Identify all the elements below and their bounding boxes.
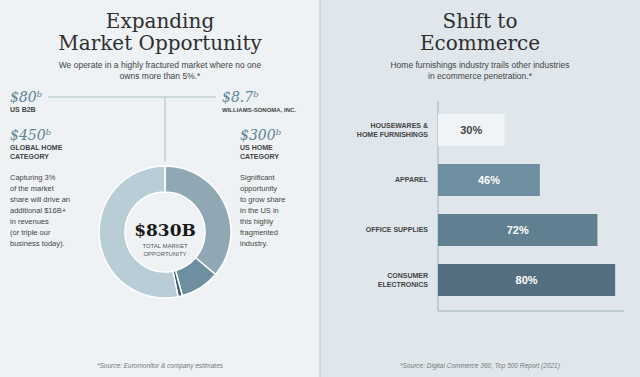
- chart-title-line: Expanding: [106, 9, 215, 33]
- data-label-line: 30%: [460, 124, 482, 136]
- category-label-line: CONSUMER: [387, 272, 428, 279]
- note-text-line: of the market: [10, 184, 55, 193]
- bar: [438, 164, 540, 196]
- bar-panel: Shift toEcommerce Home furnishings indust…: [357, 9, 624, 370]
- callout-label-line: WILLIAMS-SONOMA, INC.: [222, 107, 296, 113]
- note-text-line: (or triple our: [10, 228, 51, 237]
- data-label-line: 46%: [478, 174, 500, 186]
- chart-title-line: Shift to: [443, 9, 518, 33]
- bracket-line: [48, 97, 216, 98]
- note-text: Significant opportunity to grow share in th…: [240, 173, 285, 248]
- donut-center-value-line: $830B: [134, 220, 196, 240]
- note-text-line: Capturing 3%: [10, 173, 56, 182]
- category-label: APPAREL: [395, 176, 429, 183]
- source-note-line: *Source: Digital Commerce 360, Top 500 R…: [400, 362, 560, 370]
- callout-label-line: CATEGORY: [10, 153, 49, 160]
- donut-center-label-line: TOTAL MARKET: [142, 243, 188, 249]
- chart-subtitle-line: owns more than 5%.*: [120, 71, 201, 81]
- callout-value: $300ᵇ: [240, 127, 281, 143]
- category-label: HOUSEWARES & HOME FURNISHINGS: [357, 122, 429, 138]
- panel-background: [0, 0, 320, 377]
- bar: [438, 264, 615, 296]
- data-label: 80%: [516, 274, 538, 286]
- chart-subtitle-line: in ecommerce penetration.*: [428, 71, 533, 81]
- callout-value-line: $300ᵇ: [240, 127, 281, 143]
- note-text-line: opportunity: [240, 184, 277, 193]
- callout-label-line: CATEGORY: [240, 153, 279, 160]
- note-text-line: business today).: [10, 239, 65, 248]
- data-label-line: 72%: [507, 224, 529, 236]
- callout-label: US B2B: [10, 106, 36, 113]
- callout-label: US HOME CATEGORY: [240, 144, 279, 160]
- data-label: 46%: [478, 174, 500, 186]
- data-label: 30%: [460, 124, 482, 136]
- data-label: 72%: [507, 224, 529, 236]
- source-note: *Source: Euromonitor & company estimates: [97, 362, 224, 370]
- chart-subtitle-line: Home furnishings industry trails other i…: [390, 60, 569, 70]
- chart-subtitle-line: We operate in a highly fractured market …: [59, 60, 262, 70]
- chart-title: Shift toEcommerce: [420, 9, 540, 55]
- pie-panel: ExpandingMarket Opportunity We operate in…: [10, 9, 296, 370]
- callout-label-line: GLOBAL HOME: [10, 144, 63, 151]
- callout-value: $80ᵇ: [10, 89, 42, 105]
- donut-center-label: TOTAL MARKET OPPORTUNITY: [142, 243, 188, 257]
- note-text-line: industry.: [240, 239, 268, 248]
- note-text-line: in revenues: [10, 217, 49, 226]
- callout-value: $8.7ᵇ: [222, 89, 259, 105]
- callout-label: WILLIAMS-SONOMA, INC.: [222, 107, 296, 113]
- x-axis-line: [438, 311, 624, 312]
- bar: [438, 214, 597, 246]
- callout-label-line: US HOME: [240, 144, 273, 151]
- note-text-line: fragmented: [240, 228, 278, 237]
- category-label-line: HOUSEWARES &: [370, 122, 428, 129]
- note-text: Capturing 3% of the market share will driv…: [10, 173, 70, 248]
- donut-center-value: $830B: [134, 220, 196, 240]
- chart-subtitle: We operate in a highly fractured market …: [59, 60, 262, 81]
- category-label-line: ELECTRONICS: [378, 281, 429, 288]
- category-label-line: APPAREL: [395, 176, 429, 183]
- callout-label: GLOBAL HOME CATEGORY: [10, 144, 63, 160]
- chart-title-line: Market Opportunity: [58, 31, 262, 55]
- source-note: *Source: Digital Commerce 360, Top 500 R…: [400, 362, 560, 370]
- note-text-line: this highly: [240, 217, 274, 226]
- category-label: CONSUMER ELECTRONICS: [378, 272, 429, 288]
- data-label-line: 80%: [516, 274, 538, 286]
- donut-center-label-line: OPPORTUNITY: [143, 251, 186, 257]
- donut: [99, 166, 231, 298]
- category-label-line: OFFICE SUPPLIES: [366, 226, 429, 233]
- chart-title: ExpandingMarket Opportunity: [58, 9, 262, 55]
- panel-divider: [320, 0, 321, 377]
- category-label-line: HOME FURNISHINGS: [357, 131, 429, 138]
- callout-value-line: $8.7ᵇ: [222, 89, 259, 105]
- chart-title-line: Ecommerce: [420, 31, 540, 55]
- bracket-line: [165, 97, 166, 162]
- bars: [438, 114, 615, 296]
- note-text-line: additional $16B+: [10, 206, 67, 215]
- callout-value: $450ᵇ: [10, 127, 51, 143]
- note-text-line: to grow share: [240, 195, 285, 204]
- source-note-line: *Source: Euromonitor & company estimates: [97, 362, 224, 370]
- callout-value-line: $80ᵇ: [10, 89, 42, 105]
- note-text-line: Significant: [240, 173, 276, 182]
- panel-background: [320, 0, 640, 377]
- chart-canvas: ExpandingMarket Opportunity We operate in…: [0, 0, 640, 377]
- note-text-line: in the US in: [240, 206, 279, 215]
- note-text-line: share will drive an: [10, 195, 70, 204]
- callout-value-line: $450ᵇ: [10, 127, 51, 143]
- chart-subtitle: Home furnishings industry trails other i…: [390, 60, 569, 81]
- bar: [438, 114, 504, 146]
- callout-label-line: US B2B: [10, 106, 36, 113]
- category-label: OFFICE SUPPLIES: [366, 226, 429, 233]
